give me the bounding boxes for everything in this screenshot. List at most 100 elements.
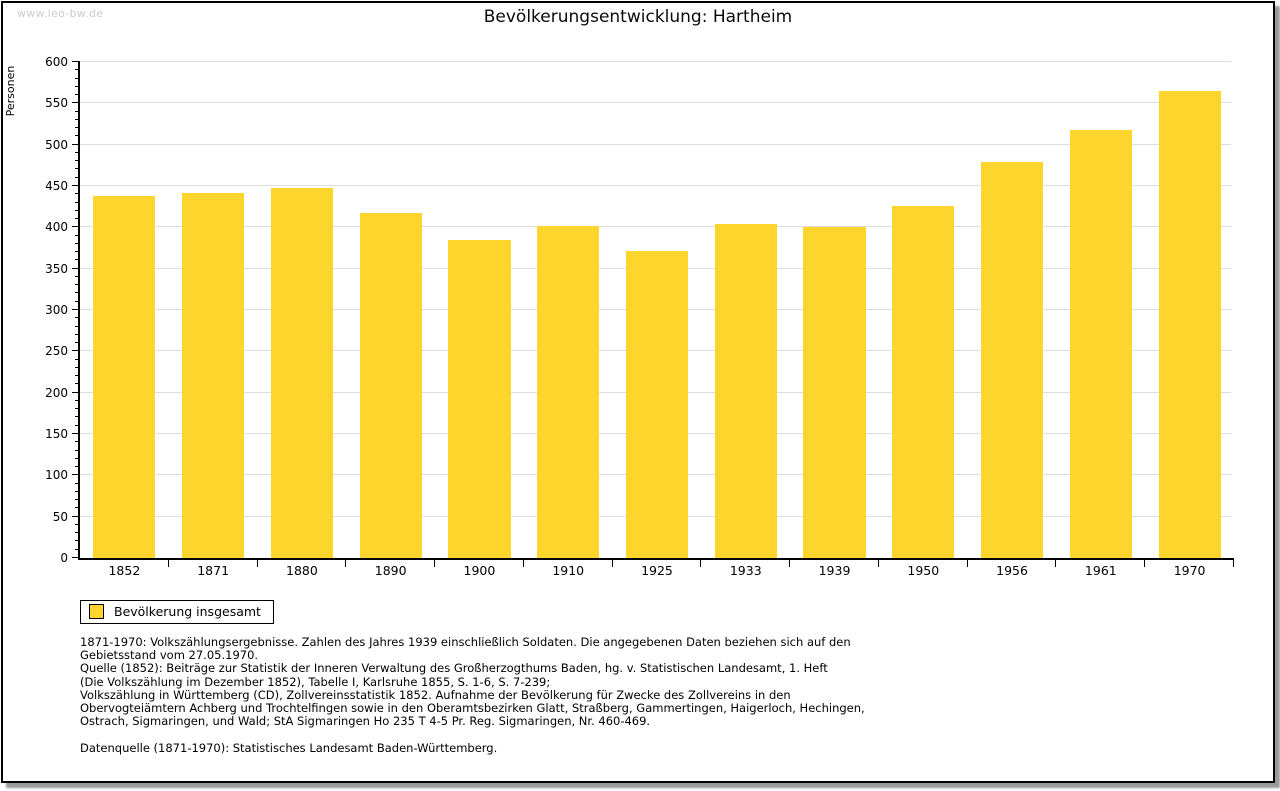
footnote-line: Gebietsstand vom 27.05.1970.: [80, 648, 259, 663]
y-minor-tick: [75, 118, 80, 120]
x-tick: [789, 558, 791, 567]
y-minor-tick: [75, 342, 80, 344]
y-tick: [72, 185, 80, 186]
plot-area: 0 50 100 150 200 250 300 350 400 450 500 550 600 1852…: [45, 55, 1234, 578]
y-tick: [72, 309, 80, 310]
y-minor-tick: [75, 135, 80, 137]
bar: [359, 213, 422, 558]
y-minor-tick: [75, 358, 80, 360]
bar: [892, 205, 955, 558]
x-tick-label: 1956: [996, 563, 1028, 578]
gridline: [80, 226, 1231, 228]
bar: [448, 239, 511, 558]
y-tick-label: 350: [45, 261, 68, 276]
bar-chart: Personen 0 50 100 150 200 250 300 350 400 450 500 5…: [4, 55, 1234, 578]
x-tick: [345, 558, 347, 567]
bar: [981, 162, 1044, 558]
y-tick: [72, 61, 80, 62]
bar: [270, 188, 333, 558]
x-tick-label: 1880: [286, 563, 318, 578]
footnote-line: Obervogteiämtern Achberg und Trochtelfin…: [80, 701, 865, 716]
y-tick-label: 100: [45, 468, 68, 483]
y-minor-tick: [75, 333, 80, 335]
bar: [93, 195, 156, 558]
y-tick: [72, 350, 80, 352]
y-minor-tick: [75, 251, 80, 253]
y-tick: [72, 102, 80, 104]
x-tick-label: 1950: [907, 563, 940, 578]
y-minor-tick: [75, 540, 80, 542]
y-axis-label: Personen: [4, 65, 17, 117]
footnote-line: 1871-1970: Volkszählungsergebnisse. Zahl…: [80, 635, 851, 649]
y-tick-label: 500: [45, 137, 68, 152]
y-tick: [72, 557, 80, 558]
page-title: Bevölkerungsentwicklung: Hartheim: [483, 7, 793, 27]
x-tick-label: 1910: [552, 563, 585, 578]
y-minor-tick: [75, 284, 80, 286]
x-tick-label: 1900: [463, 563, 496, 578]
gridline: [80, 61, 1231, 62]
gridline: [80, 143, 1231, 145]
y-tick-label: 0: [60, 551, 68, 565]
y-minor-tick: [75, 317, 80, 319]
bar: [1158, 90, 1221, 558]
y-minor-tick: [75, 275, 80, 277]
x-tick-label: 1939: [818, 563, 851, 578]
footnote-line: (Die Volkszählung im Dezember 1852), Tab…: [80, 674, 551, 689]
y-tick: [72, 267, 80, 269]
y-minor-tick: [75, 209, 80, 211]
y-tick-label: 300: [45, 303, 68, 317]
footnote-line: Quelle (1852): Beiträge zur Statistik de…: [80, 661, 828, 676]
x-tick-label: 1925: [641, 563, 673, 578]
gridline: [80, 185, 1231, 186]
y-minor-tick: [75, 399, 80, 401]
y-minor-tick: [75, 532, 80, 534]
y-minor-tick: [75, 466, 80, 468]
y-minor-tick: [75, 499, 80, 501]
y-tick-label: 550: [45, 96, 68, 111]
y-minor-tick: [75, 168, 80, 170]
y-minor-tick: [75, 457, 80, 459]
y-minor-tick: [75, 300, 80, 302]
bar: [1069, 129, 1132, 558]
footnotes: 1871-1970: Volkszählungsergebnisse. Zahl…: [80, 635, 865, 729]
y-minor-tick: [75, 77, 80, 79]
y-minor-tick: [75, 482, 80, 484]
y-tick-label: 200: [45, 385, 68, 400]
x-tick: [611, 558, 613, 567]
y-minor-tick: [75, 201, 80, 203]
x-tick-label: 1890: [374, 563, 407, 578]
datasource-note: Datenquelle (1871-1970): Statistisches L…: [80, 741, 498, 755]
y-minor-tick: [75, 441, 80, 443]
y-minor-tick: [75, 85, 80, 87]
y-minor-tick: [75, 234, 80, 236]
gridline: [80, 102, 1231, 104]
y-minor-tick: [75, 416, 80, 418]
y-minor-tick: [75, 176, 80, 178]
y-minor-tick: [75, 375, 80, 377]
bar: [182, 193, 245, 558]
y-tick-label: 600: [45, 55, 68, 69]
y-tick: [72, 474, 80, 476]
y-tick: [72, 515, 80, 517]
y-tick-label: 150: [45, 427, 68, 441]
y-minor-tick: [75, 424, 80, 426]
y-minor-tick: [75, 69, 80, 71]
x-tick-label: 1871: [197, 563, 230, 578]
legend-label: Bevölkerung insgesamt: [114, 604, 261, 619]
y-minor-tick: [75, 548, 80, 550]
footnote-line: Ostrach, Sigmaringen, und Wald; StA Sigm…: [80, 714, 651, 729]
y-tick: [72, 433, 80, 434]
watermark: www.leo-bw.de: [17, 7, 104, 20]
legend-swatch-icon: [89, 604, 104, 619]
bar: [625, 251, 689, 558]
y-tick: [72, 226, 80, 228]
bar: [714, 224, 777, 558]
y-minor-tick: [75, 383, 80, 385]
x-tick-label: 1852: [108, 563, 141, 578]
y-minor-tick: [75, 193, 80, 195]
y-minor-tick: [75, 366, 80, 368]
x-tick-label: 1933: [729, 563, 762, 578]
x-tick: [966, 558, 968, 567]
